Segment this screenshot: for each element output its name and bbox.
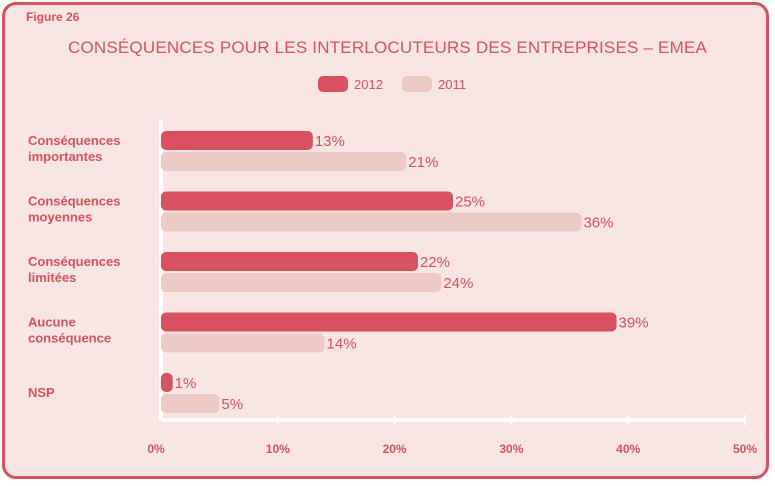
x-tick-label: 50% [733, 442, 757, 456]
bar-2011 [161, 212, 582, 232]
data-label-2012: 1% [175, 375, 197, 392]
category-label-line: Conséquences [28, 254, 120, 269]
data-label-2012: 25% [455, 194, 485, 211]
data-label-2011: 21% [408, 154, 438, 171]
category-label-line: Conséquences [28, 194, 120, 209]
bar-2012 [161, 312, 617, 332]
legend-label-2011: 2011 [438, 76, 466, 92]
category-label: Conséquences limitées [28, 254, 120, 285]
category-label-line: limitées [28, 270, 76, 285]
category-label-line: importantes [28, 149, 102, 164]
data-label-2011: 36% [583, 215, 613, 232]
chart-frame [2, 2, 769, 479]
data-label-2011: 5% [221, 396, 243, 413]
category-label: NSP [28, 385, 55, 400]
category-label-line: moyennes [28, 210, 92, 225]
legend: 2012 2011 [0, 76, 775, 96]
legend-item-2011: 2011 [402, 76, 466, 92]
legend-swatch-2011 [402, 76, 432, 92]
bar-2011 [161, 273, 442, 292]
bar-2012 [161, 252, 418, 271]
category-label-line: NSP [28, 385, 55, 400]
data-label-2012: 22% [420, 254, 450, 271]
x-tick-label: 20% [383, 442, 407, 456]
chart-title: CONSÉQUENCES POUR LES INTERLOCUTEURS DES… [67, 38, 708, 57]
data-label-2011: 14% [327, 336, 357, 353]
x-tick-label: 0% [147, 442, 165, 456]
legend-item-2012: 2012 [318, 76, 383, 92]
category-label-line: conséquence [28, 331, 111, 346]
legend-label-2012: 2012 [354, 76, 383, 92]
bar-2011 [161, 333, 325, 353]
x-tick-label: 10% [266, 442, 290, 456]
data-label-2012: 39% [619, 315, 649, 332]
figure-label: Figure 26 [26, 10, 80, 24]
bar-2012 [161, 191, 453, 211]
legend-swatch-2012 [318, 76, 348, 92]
bar-2011 [161, 394, 220, 413]
category-label: Conséquences importantes [28, 133, 120, 164]
bar-2012 [161, 373, 173, 392]
category-label: Aucune conséquence [28, 315, 111, 346]
bar-2011 [161, 152, 407, 171]
category-label-line: Aucune [28, 315, 76, 330]
bar-2012 [161, 131, 313, 150]
category-label: Conséquences moyennes [28, 194, 120, 225]
x-tick-label: 30% [499, 442, 523, 456]
x-tick-label: 40% [616, 442, 640, 456]
category-label-line: Conséquences [28, 133, 120, 148]
data-label-2011: 24% [443, 275, 473, 292]
data-label-2012: 13% [315, 133, 345, 150]
